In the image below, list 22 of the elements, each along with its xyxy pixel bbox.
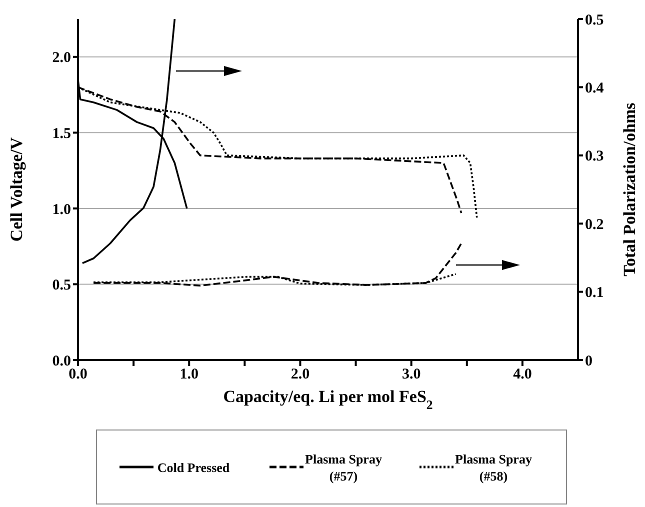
y-tick-label: 1.5 bbox=[52, 126, 71, 142]
y-tick-label: 2.0 bbox=[52, 50, 71, 66]
y-tick-label: 1.0 bbox=[52, 202, 71, 218]
x-tick-label: 2.0 bbox=[290, 366, 310, 383]
y2-tick-label: 0.1 bbox=[585, 285, 604, 302]
y2-tick-label: 0.2 bbox=[585, 216, 604, 233]
x-tick-label: 4.0 bbox=[513, 366, 532, 383]
x-tick-label: 1.0 bbox=[180, 366, 198, 383]
y-axis-title: Cell Voltage/V bbox=[7, 136, 26, 242]
y2-tick-label: 0.5 bbox=[585, 12, 604, 28]
y2-tick-label: 0.4 bbox=[585, 80, 604, 97]
x-tick-label: 0.0 bbox=[68, 366, 88, 383]
legend-label: Cold Pressed bbox=[157, 460, 230, 475]
y2-tick-label: 0.3 bbox=[585, 148, 604, 165]
legend-label: Plasma Spray (#58) bbox=[455, 452, 532, 484]
y-tick-label: 0.5 bbox=[52, 278, 71, 294]
legend-label: Plasma Spray (#57) bbox=[305, 452, 382, 484]
y2-axis-title: Total Polarization/ohms bbox=[620, 102, 639, 276]
y-tick-label: 0.0 bbox=[52, 353, 71, 370]
x-axis-title: Capacity/eq. Li per mol FeS$_{2}$ bbox=[223, 387, 433, 412]
x-tick-label: 3.0 bbox=[402, 366, 421, 383]
y2-tick-label: 0 bbox=[585, 353, 592, 370]
